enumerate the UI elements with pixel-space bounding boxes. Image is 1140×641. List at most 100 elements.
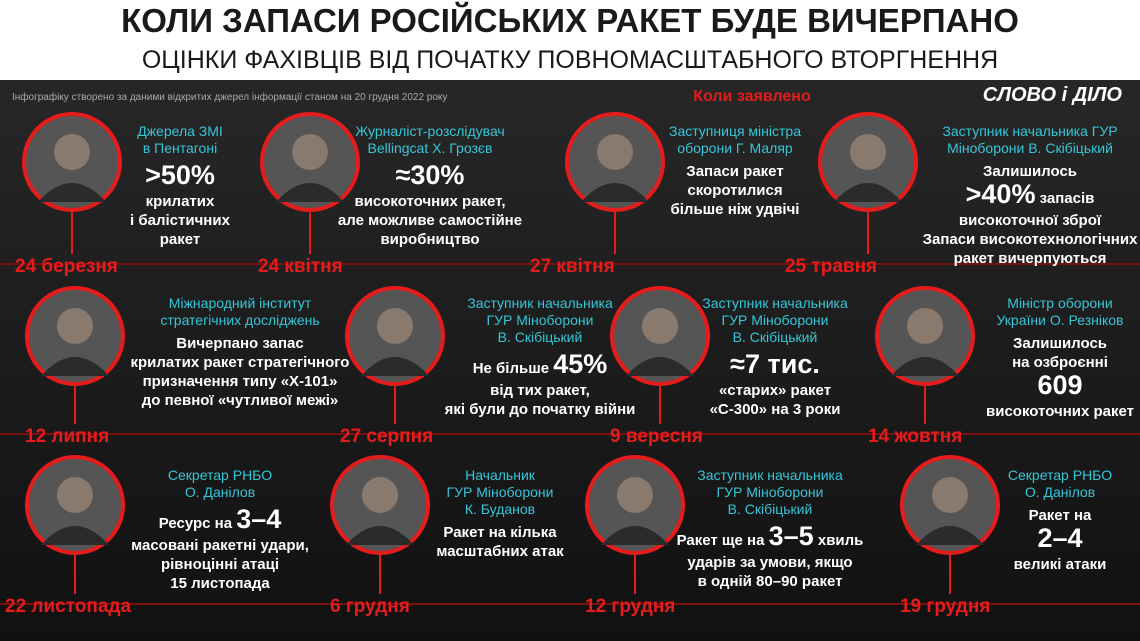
statement-line: крилатих — [146, 193, 215, 210]
photo-head — [362, 477, 398, 513]
photo-head — [932, 477, 968, 513]
statement-part: Ракет ще на — [677, 532, 769, 549]
statement-line: ≈30% — [396, 160, 465, 190]
photo-body — [916, 526, 984, 545]
source-line: В. Скібіцький — [498, 329, 583, 345]
key-figure: ≈30% — [396, 160, 465, 190]
source-line: Секретар РНБО — [168, 467, 272, 483]
statement-part: Запаси ракет — [686, 163, 783, 180]
statement-line: 609 — [1037, 370, 1082, 400]
source-line: Bellingcat Х. Грозєв — [368, 140, 493, 156]
key-figure: 2–4 — [1037, 523, 1082, 553]
statement-line: і балістичних — [130, 212, 231, 229]
date: 27 серпня — [340, 426, 433, 447]
statement-part: Не більше — [473, 360, 554, 377]
statement-line: великі атаки — [1014, 556, 1107, 573]
statement-part: високоточної зброї — [959, 212, 1102, 229]
source-line: ГУР Міноборони — [487, 312, 594, 328]
date: 12 грудня — [585, 596, 675, 617]
statement-line: Ракет ще на 3–5 хвиль — [677, 521, 864, 551]
source-line: Заступник начальника — [702, 295, 848, 311]
date: 14 жовтня — [868, 426, 962, 447]
logo: СЛОВО і ДІЛО — [983, 84, 1123, 106]
statement-part: «старих» ракет — [719, 382, 831, 399]
date: 6 грудня — [330, 596, 410, 617]
statement-part: до певної «чутливої межі» — [142, 392, 339, 409]
date: 24 березня — [15, 256, 118, 277]
statement-line: Запаси ракет — [686, 163, 783, 180]
statement-line: Ракет на — [1029, 507, 1092, 524]
statement-part: які були до початку війни — [445, 401, 636, 418]
key-figure: 45% — [553, 349, 607, 379]
statement-part: Ракет на — [1029, 507, 1092, 524]
photo-body — [626, 357, 694, 376]
source-line: стратегічних досліджень — [160, 312, 319, 328]
statement-part: Запаси високотехнологічних — [923, 231, 1138, 248]
photo-body — [581, 183, 649, 202]
date: 22 листопада — [5, 596, 131, 617]
statement-part: призначення типу «Х-101» — [143, 373, 338, 390]
statement-part: високоточних ракет — [986, 403, 1134, 420]
statement-line: в одній 80–90 ракет — [698, 573, 843, 590]
statement-line: високоточних ракет, — [354, 193, 505, 210]
statement-line: виробництво — [380, 231, 479, 248]
statement-line: високоточної зброї — [959, 212, 1102, 229]
statement-line: >50% — [145, 160, 215, 190]
statement-line: Ракет на кілька — [443, 524, 557, 541]
key-figure: ≈7 тис. — [730, 349, 820, 379]
source-line: в Пентагоні — [143, 140, 217, 156]
source-line: ГУР Міноборони — [717, 484, 824, 500]
statement-line: крилатих ракет стратегічного — [131, 354, 350, 371]
statement-line: рівноцінні атаці — [161, 556, 279, 573]
statement-part: на озброєнні — [1012, 354, 1108, 371]
source-line: Міжнародний інститут — [169, 295, 312, 311]
statement-line: від тих ракет, — [490, 382, 590, 399]
statement-part: від тих ракет, — [490, 382, 590, 399]
statement-part: «С-300» на 3 роки — [710, 401, 841, 418]
source-line: Начальник — [465, 467, 536, 483]
statement-line: ракет — [160, 231, 201, 248]
statement-part: виробництво — [380, 231, 479, 248]
statement-part: Ресурс на — [159, 515, 237, 532]
photo-body — [834, 183, 902, 202]
date: 12 липня — [25, 426, 109, 447]
title: КОЛИ ЗАПАСИ РОСІЙСЬКИХ РАКЕТ БУДЕ ВИЧЕРП… — [121, 1, 1019, 39]
statement-line: високоточних ракет — [986, 403, 1134, 420]
statement-line: Вичерпано запас — [176, 335, 303, 352]
source-line: Заступник начальника — [467, 295, 613, 311]
statement-line: ударів за умови, якщо — [687, 554, 852, 571]
when-label: Коли заявлено — [693, 88, 811, 105]
source-line: Міноборони В. Скібіцький — [947, 140, 1113, 156]
statement-part: масовані ракетні удари, — [131, 537, 309, 554]
statement-line: ракет вичерпуються — [954, 250, 1107, 267]
statement-part: ракет вичерпуються — [954, 250, 1107, 267]
statement-line: Залишилось — [983, 163, 1077, 180]
statement-line: «старих» ракет — [719, 382, 831, 399]
photo-body — [41, 357, 109, 376]
source-line: Заступник начальника — [697, 467, 843, 483]
statement-part: але можливе самостійне — [338, 212, 522, 229]
statement-line: до певної «чутливої межі» — [142, 392, 339, 409]
statement-line: >40% запасів — [966, 179, 1095, 209]
source-line: України О. Резніков — [997, 312, 1124, 328]
statement-part: великі атаки — [1014, 556, 1107, 573]
key-figure: >40% — [966, 179, 1036, 209]
statement-line: «С-300» на 3 роки — [710, 401, 841, 418]
source-line: Журналіст-розслідувач — [355, 123, 504, 139]
statement-line: ≈7 тис. — [730, 349, 820, 379]
statement-part: Вичерпано запас — [176, 335, 303, 352]
photo-head — [54, 134, 90, 170]
statement-part: крилатих — [146, 193, 215, 210]
statement-line: більше ніж удвічі — [671, 201, 800, 218]
photo-head — [617, 477, 653, 513]
photo-body — [361, 357, 429, 376]
header-band — [0, 0, 1140, 80]
statement-line: 15 листопада — [170, 575, 270, 592]
source-line: Заступниця міністра — [669, 123, 801, 139]
statement-line: Залишилось — [1013, 335, 1107, 352]
photo-body — [276, 183, 344, 202]
statement-line: 2–4 — [1037, 523, 1082, 553]
statement-part: і балістичних — [130, 212, 231, 229]
source-line: О. Данілов — [1025, 484, 1095, 500]
